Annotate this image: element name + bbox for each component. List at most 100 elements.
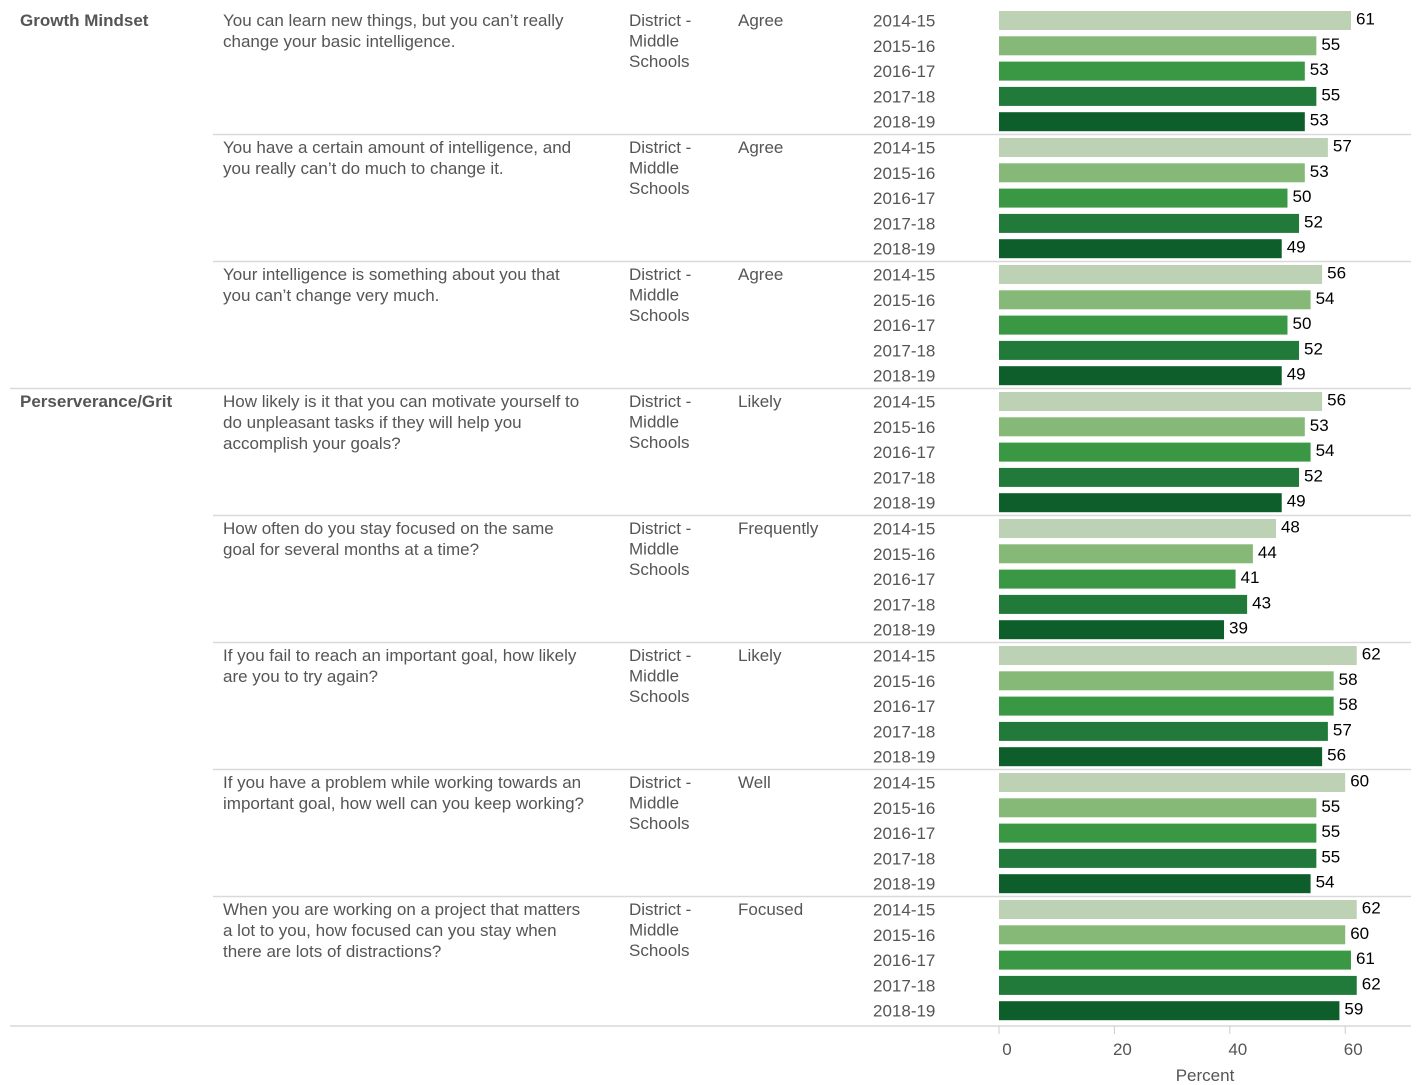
bar xyxy=(999,213,1300,233)
year-label: 2018-19 xyxy=(873,621,935,640)
year-label: 2016-17 xyxy=(873,189,935,208)
group-label: Schools xyxy=(629,814,689,833)
question-text: If you have a problem while working towa… xyxy=(223,773,581,792)
data-label: 61 xyxy=(1356,10,1375,29)
data-label: 53 xyxy=(1310,111,1329,130)
year-label: 2014-15 xyxy=(873,266,935,285)
data-label: 62 xyxy=(1362,899,1381,918)
data-label: 56 xyxy=(1327,264,1346,283)
bar xyxy=(999,86,1317,106)
year-label: 2018-19 xyxy=(873,367,935,386)
bar xyxy=(999,467,1300,487)
bar xyxy=(999,290,1311,310)
category-label: Growth Mindset xyxy=(20,11,149,30)
data-label: 55 xyxy=(1321,797,1340,816)
year-label: 2014-15 xyxy=(873,901,935,920)
response-label: Agree xyxy=(738,138,783,157)
question-text: are you to try again? xyxy=(223,667,378,686)
response-label: Focused xyxy=(738,900,803,919)
data-label: 57 xyxy=(1333,137,1352,156)
group-label: Middle xyxy=(629,32,679,51)
group-label: Middle xyxy=(629,794,679,813)
group-label: Middle xyxy=(629,921,679,940)
question-text: there are lots of distractions? xyxy=(223,942,441,961)
year-label: 2016-17 xyxy=(873,697,935,716)
group-label: Schools xyxy=(629,52,689,71)
question-text: You have a certain amount of intelligenc… xyxy=(223,138,571,157)
year-label: 2018-19 xyxy=(873,748,935,767)
question-text: do unpleasant tasks if they will help yo… xyxy=(223,413,522,432)
data-label: 58 xyxy=(1339,695,1358,714)
data-label: 49 xyxy=(1287,492,1306,511)
bar xyxy=(999,848,1317,868)
bar xyxy=(999,442,1311,462)
x-tick-label: 0 xyxy=(1002,1040,1011,1059)
data-label: 39 xyxy=(1229,619,1248,638)
category-label: Perserverance/Grit xyxy=(20,392,172,411)
group-label: Middle xyxy=(629,413,679,432)
year-label: 2018-19 xyxy=(873,494,935,513)
year-label: 2014-15 xyxy=(873,139,935,158)
group-label: District - xyxy=(629,265,691,284)
year-label: 2015-16 xyxy=(873,418,935,437)
group-label: Schools xyxy=(629,687,689,706)
bar xyxy=(999,36,1317,56)
year-label: 2016-17 xyxy=(873,824,935,843)
group-label: Schools xyxy=(629,179,689,198)
bar xyxy=(999,163,1305,183)
bar xyxy=(999,874,1311,894)
data-label: 43 xyxy=(1252,593,1271,612)
response-label: Likely xyxy=(738,646,782,665)
bar xyxy=(999,646,1357,665)
bar xyxy=(999,696,1334,716)
data-label: 62 xyxy=(1362,974,1381,993)
data-label: 56 xyxy=(1327,746,1346,765)
data-label: 58 xyxy=(1339,670,1358,689)
group-label: District - xyxy=(629,519,691,538)
group-label: District - xyxy=(629,138,691,157)
year-label: 2014-15 xyxy=(873,520,935,539)
data-label: 60 xyxy=(1350,924,1369,943)
bar xyxy=(999,773,1346,792)
bar xyxy=(999,950,1351,970)
year-label: 2018-19 xyxy=(873,113,935,132)
question-text: If you fail to reach an important goal, … xyxy=(223,646,577,665)
group-label: Middle xyxy=(629,540,679,559)
group-label: Schools xyxy=(629,560,689,579)
year-label: 2018-19 xyxy=(873,875,935,894)
year-label: 2018-19 xyxy=(873,1002,935,1021)
year-label: 2015-16 xyxy=(873,291,935,310)
data-label: 59 xyxy=(1344,1000,1363,1019)
bar xyxy=(999,61,1305,81)
year-label: 2014-15 xyxy=(873,647,935,666)
data-label: 53 xyxy=(1310,162,1329,181)
group-label: Middle xyxy=(629,667,679,686)
data-label: 55 xyxy=(1321,35,1340,54)
bar xyxy=(999,519,1276,538)
question-text: you really can’t do much to change it. xyxy=(223,159,504,178)
question-text: You can learn new things, but you can’t … xyxy=(223,11,564,30)
bar xyxy=(999,315,1288,335)
group-label: District - xyxy=(629,900,691,919)
data-label: 49 xyxy=(1287,238,1306,257)
group-label: Schools xyxy=(629,306,689,325)
data-label: 50 xyxy=(1293,314,1312,333)
x-tick-label: 40 xyxy=(1228,1040,1247,1059)
year-label: 2014-15 xyxy=(873,774,935,793)
bar xyxy=(999,340,1300,360)
data-label: 61 xyxy=(1356,949,1375,968)
bar xyxy=(999,671,1334,691)
response-label: Likely xyxy=(738,392,782,411)
year-label: 2016-17 xyxy=(873,443,935,462)
group-label: District - xyxy=(629,773,691,792)
bar xyxy=(999,11,1351,30)
data-label: 54 xyxy=(1316,873,1335,892)
bar xyxy=(999,823,1317,843)
bar xyxy=(999,417,1305,437)
group-label: Schools xyxy=(629,433,689,452)
data-label: 52 xyxy=(1304,339,1323,358)
year-label: 2017-18 xyxy=(873,341,935,360)
group-label: Middle xyxy=(629,159,679,178)
year-label: 2014-15 xyxy=(873,393,935,412)
response-label: Frequently xyxy=(738,519,819,538)
